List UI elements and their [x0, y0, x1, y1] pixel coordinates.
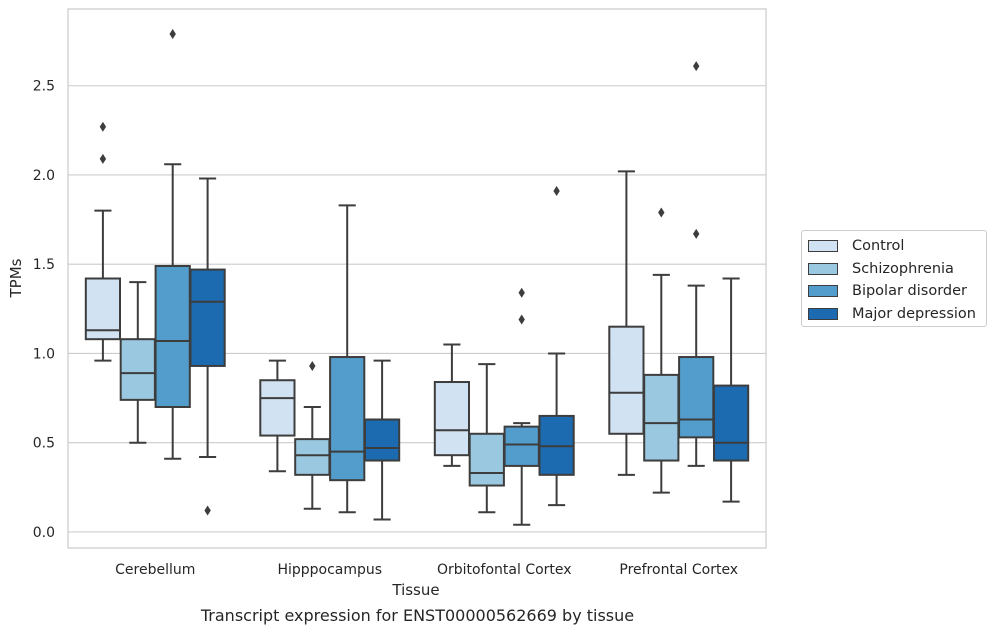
outlier-point — [553, 186, 560, 197]
box-iqr — [608, 325, 645, 435]
box-iqr — [363, 418, 401, 462]
outlier-point — [658, 207, 665, 218]
box-1-0 — [119, 281, 156, 444]
legend-swatch-bipolar-disorder — [808, 285, 838, 298]
box-0-2 — [433, 343, 471, 467]
box-iqr — [259, 379, 296, 437]
y-tick-label-1: 0.5 — [33, 436, 55, 452]
legend-item-control: Control — [808, 235, 980, 258]
box-iqr — [643, 373, 680, 462]
box-2-3 — [678, 61, 715, 467]
box-0-1 — [259, 359, 296, 473]
box-0-0 — [84, 121, 122, 362]
legend-label-major-depression: Major depression — [852, 305, 976, 322]
box-iqr — [503, 425, 540, 467]
box-iqr — [294, 438, 331, 476]
box-3-1 — [363, 359, 401, 521]
legend-item-bipolar-disorder: Bipolar disorder — [808, 280, 980, 303]
x-axis-label: Tissue — [391, 581, 439, 599]
box-3-3 — [712, 277, 750, 503]
x-tick-label-2: Orbitofontal Cortex — [437, 562, 572, 578]
box-iqr — [154, 265, 191, 409]
legend-item-major-depression: Major depression — [808, 303, 980, 326]
boxes — [84, 28, 750, 526]
outlier-point — [518, 287, 525, 298]
y-axis-ticks: 0.0 0.5 1.0 1.5 2.0 2.5 — [33, 79, 55, 541]
box-3-0 — [189, 177, 226, 516]
plot-area-frame — [67, 8, 767, 549]
y-tick-label-4: 2.0 — [33, 168, 55, 184]
legend-item-schizophrenia: Schizophrenia — [808, 258, 980, 281]
box-iqr — [119, 338, 156, 401]
legend-label-bipolar-disorder: Bipolar disorder — [852, 283, 967, 300]
box-iqr — [712, 384, 750, 462]
outlier-point — [693, 228, 700, 239]
legend-swatch-schizophrenia — [808, 262, 838, 275]
y-tick-label-5: 2.5 — [33, 79, 55, 95]
outlier-point — [693, 61, 700, 72]
outlier-point — [99, 153, 107, 164]
x-axis-ticks: Cerebellum Hipppocampus Orbitofontal Corte… — [115, 562, 738, 578]
box-0-3 — [608, 170, 645, 476]
x-tick-label-3: Prefrontal Cortex — [619, 562, 738, 578]
y-tick-label-2: 1.0 — [33, 346, 55, 362]
y-tick-label-0: 0.0 — [33, 525, 55, 541]
box-iqr — [189, 268, 226, 367]
box-1-3 — [643, 207, 680, 494]
box-iqr — [433, 381, 471, 457]
box-iqr — [84, 277, 122, 341]
legend-swatch-control — [808, 240, 838, 253]
legend-label-control: Control — [852, 238, 905, 255]
x-tick-label-1: Hipppocampus — [277, 562, 382, 578]
y-tick-label-3: 1.5 — [33, 257, 55, 273]
outlier-point — [204, 505, 211, 516]
outlier-point — [309, 360, 316, 371]
chart-caption: Transcript expression for ENST0000056266… — [200, 606, 635, 625]
outlier-point — [169, 28, 176, 39]
box-2-2 — [503, 287, 540, 526]
box-iqr — [468, 432, 505, 487]
outlier-point — [518, 314, 525, 325]
box-1-2 — [468, 363, 505, 514]
legend-swatch-major-depression — [808, 307, 838, 320]
x-tick-label-0: Cerebellum — [115, 562, 195, 578]
outlier-point — [99, 121, 107, 132]
box-2-1 — [329, 204, 366, 514]
legend-label-schizophrenia: Schizophrenia — [852, 260, 954, 277]
y-axis-label: TPMs — [7, 258, 25, 298]
box-1-1 — [294, 360, 331, 510]
box-iqr — [329, 356, 366, 482]
box-3-2 — [538, 186, 575, 507]
legend: Control Schizophrenia Bipolar disorder M… — [801, 230, 987, 327]
box-2-0 — [154, 28, 191, 460]
box-iqr — [678, 356, 715, 439]
